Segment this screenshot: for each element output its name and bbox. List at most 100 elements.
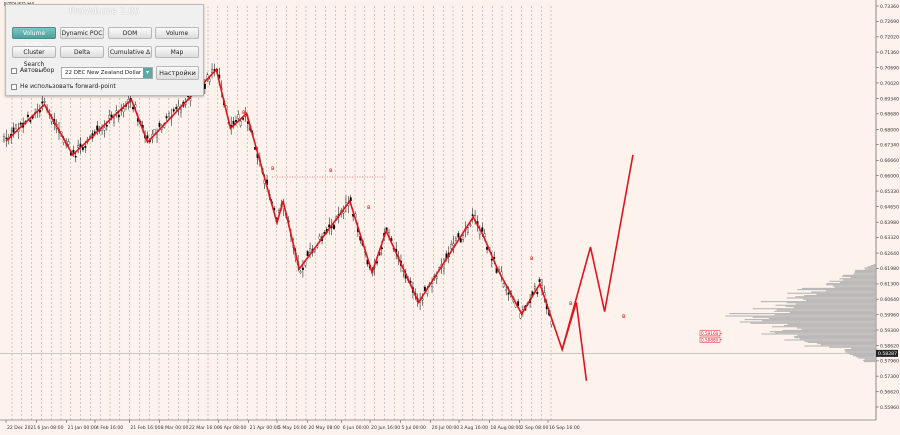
candle-body xyxy=(349,197,352,202)
forward-point-checkbox[interactable] xyxy=(11,84,17,90)
candle-body xyxy=(172,109,175,112)
candle-body xyxy=(457,233,460,238)
price-tick-label: 0.63320 xyxy=(880,235,899,241)
candle-body xyxy=(459,238,462,243)
auto-select-label: Автовыбор xyxy=(20,67,55,74)
candle-body xyxy=(19,122,22,125)
candle-body xyxy=(5,137,8,140)
candle-body xyxy=(12,127,15,133)
chevron-down-icon[interactable]: ▾ xyxy=(143,68,152,78)
time-tick-label: 3 Aug 16:00 xyxy=(460,425,488,431)
time-tick-label: 2 Sep 08:00 xyxy=(521,425,549,431)
candle-body xyxy=(328,224,331,228)
cluster-search-button[interactable]: Cluster Search xyxy=(12,46,56,68)
candle-body xyxy=(189,98,192,101)
time-tick-label: 21 Jan 00:00 xyxy=(68,425,97,431)
price-tick-label: 0.57960 xyxy=(880,359,899,365)
dynamic-poc-button[interactable]: Dynamic POC xyxy=(60,27,104,39)
price-tick-label: 0.66660 xyxy=(880,158,899,164)
candle-body xyxy=(105,124,108,127)
time-tick-label: 4 Feb 16:00 xyxy=(96,425,123,431)
price-tick-label: 0.73360 xyxy=(880,4,899,10)
candle-body xyxy=(505,289,508,291)
volume-profile-button[interactable]: Volume Profile xyxy=(12,27,56,49)
candle-body xyxy=(469,224,472,226)
price-tick-label: 0.61980 xyxy=(880,266,899,272)
candle-body xyxy=(84,146,87,148)
price-tick-label: 0.72020 xyxy=(880,35,899,41)
time-tick-label: 22 Dec 2021 xyxy=(7,425,36,431)
cumulative-delta-button[interactable]: Cumulative Δ xyxy=(108,46,152,58)
candle-body xyxy=(168,113,170,117)
candle-body xyxy=(3,136,5,141)
candle-body xyxy=(301,267,304,270)
candle-body xyxy=(122,108,125,112)
wave-label: в xyxy=(329,167,333,174)
time-tick-label: 5 May 16:00 xyxy=(278,425,307,431)
candle-body xyxy=(29,119,32,122)
contract-select[interactable]: 22 DEC New Zealand Dollar ▾ xyxy=(61,67,153,79)
candle-body xyxy=(67,141,70,145)
candle-body xyxy=(153,129,156,134)
candle-body xyxy=(237,114,240,119)
wave-label: в xyxy=(367,204,371,211)
candle-body xyxy=(455,238,457,241)
provolume-panel: ProVolume 2.05 Volume Profile Dynamic PO… xyxy=(5,4,204,96)
level-label: 0.59160 xyxy=(701,331,719,336)
time-tick-label: 6 Apr 08:00 xyxy=(219,425,246,431)
level-box xyxy=(699,336,721,343)
price-tick-label: 0.59300 xyxy=(880,328,899,334)
candle-body xyxy=(43,101,46,103)
auto-select-checkbox[interactable] xyxy=(11,68,17,74)
candle-body xyxy=(376,261,378,264)
candle-body xyxy=(490,258,493,261)
candle-body xyxy=(309,248,312,253)
candle-body xyxy=(103,127,106,131)
wave-label: в xyxy=(530,255,534,262)
candle-body xyxy=(203,83,206,89)
candle-body xyxy=(38,109,41,113)
price-tick-label: 0.57300 xyxy=(880,374,899,380)
time-tick-label: 8 Mar 00:00 xyxy=(161,425,189,431)
map-button[interactable]: Map xyxy=(155,46,199,58)
current-price-label: 0.58287 xyxy=(878,351,897,357)
candle-body xyxy=(26,114,29,118)
time-tick-label: 20 Jun 16:00 xyxy=(371,425,400,431)
candle-body xyxy=(77,145,80,148)
candle-body xyxy=(41,101,44,104)
delta-button[interactable]: Delta xyxy=(60,46,104,58)
candle-body xyxy=(180,109,182,113)
candle-body xyxy=(452,243,455,246)
forward-point-label: Не использовать forward-point xyxy=(20,83,116,90)
time-tick-label: 21 Feb 16:00 xyxy=(130,425,160,431)
candle-body xyxy=(158,122,161,127)
price-tick-label: 0.59960 xyxy=(880,313,899,319)
candle-body xyxy=(156,133,158,138)
time-tick-label: 6 Jan 08:00 xyxy=(37,425,63,431)
candle-body xyxy=(466,227,469,233)
price-tick-label: 0.68680 xyxy=(880,112,899,118)
candle-body xyxy=(165,116,168,119)
time-tick-label: 21 Apr 00:00 xyxy=(250,425,280,431)
candle-body xyxy=(81,147,84,150)
price-tick-label: 0.63980 xyxy=(880,220,899,226)
settings-button[interactable]: Настройки xyxy=(156,66,199,80)
candle-body xyxy=(481,227,484,232)
level-box xyxy=(699,330,721,337)
wave-label: в xyxy=(622,313,626,320)
candle-body xyxy=(235,120,237,122)
wave-label: в xyxy=(271,165,275,172)
candle-body xyxy=(101,128,103,131)
candle-body xyxy=(211,69,213,73)
price-tick-label: 0.69340 xyxy=(880,96,899,102)
candle-body xyxy=(146,135,149,139)
level-label: 0.58880 xyxy=(701,337,719,342)
price-tick-label: 0.62640 xyxy=(880,251,899,257)
time-tick-label: 18 Aug 08:00 xyxy=(490,425,521,431)
dom-button[interactable]: DOM xyxy=(108,27,152,39)
time-tick-label: 16 Sep 16:00 xyxy=(549,425,580,431)
candle-body xyxy=(462,235,465,240)
volume-button[interactable]: Volume xyxy=(155,27,199,39)
candle-body xyxy=(333,224,335,230)
